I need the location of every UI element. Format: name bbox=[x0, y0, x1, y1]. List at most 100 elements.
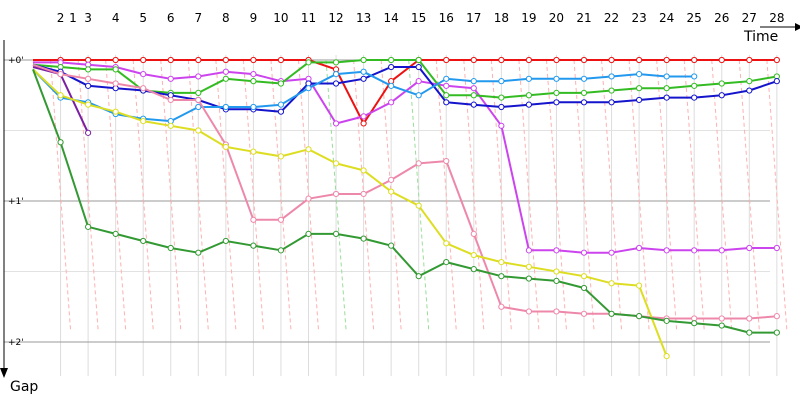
data-point-yellow bbox=[57, 92, 64, 99]
time-tick-label: 28 bbox=[769, 11, 784, 25]
data-point-navy bbox=[85, 82, 92, 89]
data-point-yellow bbox=[525, 263, 533, 270]
data-point-navy bbox=[746, 87, 753, 94]
time-connector-21 bbox=[573, 59, 595, 331]
time-connector-8 bbox=[215, 59, 237, 331]
data-point-red bbox=[746, 56, 753, 64]
data-point-magenta bbox=[773, 244, 780, 252]
data-point-yellow bbox=[140, 118, 147, 125]
time-connector-7 bbox=[187, 59, 209, 331]
data-point-pink bbox=[415, 160, 422, 167]
data-point-magenta bbox=[746, 244, 753, 252]
time-tick-label: 7 bbox=[194, 11, 202, 25]
data-point-green bbox=[332, 59, 340, 66]
data-point-yellow bbox=[388, 188, 395, 195]
data-point-pink bbox=[746, 315, 753, 322]
data-point-skyblue bbox=[498, 78, 505, 85]
time-connector-9 bbox=[242, 59, 264, 331]
time-connector-22 bbox=[601, 59, 623, 331]
data-point-darkgreen bbox=[663, 317, 670, 324]
data-point-violet bbox=[85, 129, 92, 136]
data-point-magenta bbox=[553, 247, 560, 254]
series-line-magenta bbox=[33, 61, 777, 254]
data-point-navy bbox=[691, 94, 698, 101]
data-point-navy bbox=[498, 103, 505, 111]
time-tick-label: 27 bbox=[742, 11, 757, 25]
time-tick-label: 14 bbox=[384, 11, 399, 25]
time-connector-25 bbox=[683, 59, 705, 331]
data-point-skyblue bbox=[553, 75, 560, 82]
data-point-skyblue bbox=[222, 103, 229, 111]
time-tick-label: 19 bbox=[521, 11, 536, 25]
gap-gridlines bbox=[4, 59, 770, 343]
data-point-pink bbox=[553, 308, 560, 315]
data-point-navy bbox=[277, 108, 285, 115]
data-point-yellow bbox=[85, 101, 92, 108]
data-point-darkgreen bbox=[277, 247, 285, 254]
data-point-yellow bbox=[250, 148, 257, 155]
data-point-skyblue bbox=[580, 75, 588, 82]
time-connector-5 bbox=[132, 59, 154, 331]
data-point-darkgreen bbox=[167, 244, 174, 252]
series-line-darkgreen bbox=[32, 69, 777, 334]
data-point-pink bbox=[718, 315, 725, 322]
time-tick-label: 5 bbox=[139, 11, 147, 25]
data-point-skyblue bbox=[443, 75, 450, 82]
data-point-green bbox=[580, 89, 588, 97]
time-connector-2 bbox=[50, 59, 72, 331]
time-tick-label: 9 bbox=[250, 11, 258, 25]
data-point-skyblue bbox=[250, 103, 257, 111]
time-tick-label: 20 bbox=[549, 11, 564, 25]
data-point-magenta bbox=[608, 249, 615, 256]
data-point-red bbox=[608, 56, 615, 64]
data-point-darkgreen bbox=[140, 237, 147, 245]
time-connector-18 bbox=[490, 59, 512, 331]
time-tick-label: 3 bbox=[84, 11, 92, 25]
series-red bbox=[33, 56, 780, 127]
data-point-pink bbox=[773, 313, 780, 320]
data-point-pink bbox=[580, 310, 588, 317]
data-point-magenta bbox=[498, 122, 505, 129]
data-point-darkgreen bbox=[636, 313, 643, 320]
time-tick-label: 12 bbox=[328, 11, 343, 25]
time-tick-label: 22 bbox=[604, 11, 619, 25]
data-point-darkgreen bbox=[388, 242, 395, 249]
series-line-navy bbox=[32, 63, 778, 113]
data-point-skyblue bbox=[332, 71, 340, 78]
data-point-yellow bbox=[608, 280, 615, 287]
data-point-pink bbox=[443, 157, 450, 165]
data-point-yellow bbox=[443, 240, 450, 247]
data-point-yellow bbox=[636, 282, 643, 289]
data-point-navy bbox=[663, 94, 670, 101]
data-point-pink bbox=[250, 216, 257, 223]
data-point-green bbox=[470, 92, 477, 99]
data-point-green bbox=[305, 59, 312, 66]
data-point-darkgreen bbox=[112, 230, 119, 237]
time-connector-6 bbox=[160, 59, 182, 331]
data-point-yellow bbox=[332, 160, 340, 167]
data-point-red bbox=[167, 56, 174, 64]
data-point-darkgreen bbox=[691, 320, 698, 327]
time-tick-label: 1 bbox=[69, 11, 77, 25]
time-tick-label: 18 bbox=[494, 11, 509, 25]
data-point-red bbox=[195, 56, 202, 64]
data-point-navy bbox=[332, 80, 340, 87]
data-point-navy bbox=[443, 99, 450, 106]
time-connector-26 bbox=[711, 59, 733, 331]
data-point-yellow bbox=[580, 273, 588, 280]
data-point-yellow bbox=[415, 202, 422, 209]
data-point-pink bbox=[140, 85, 147, 92]
data-point-pink bbox=[388, 176, 395, 183]
time-tick-labels: 12 3 4 5 6 7 8 9 10 11 12 13 14 15 16 17 18 19 20 21 22 23 24 2… bbox=[57, 11, 785, 25]
data-point-magenta bbox=[195, 73, 202, 80]
data-point-darkgreen bbox=[746, 329, 753, 336]
time-tick-label: 24 bbox=[659, 11, 674, 25]
time-tick-label: 26 bbox=[714, 11, 729, 25]
data-point-green bbox=[443, 92, 450, 99]
data-point-darkgreen bbox=[250, 242, 257, 249]
data-point-darkgreen bbox=[498, 273, 505, 280]
data-point-pink bbox=[85, 75, 92, 82]
data-point-yellow bbox=[167, 122, 174, 129]
time-connector-4 bbox=[105, 59, 127, 331]
